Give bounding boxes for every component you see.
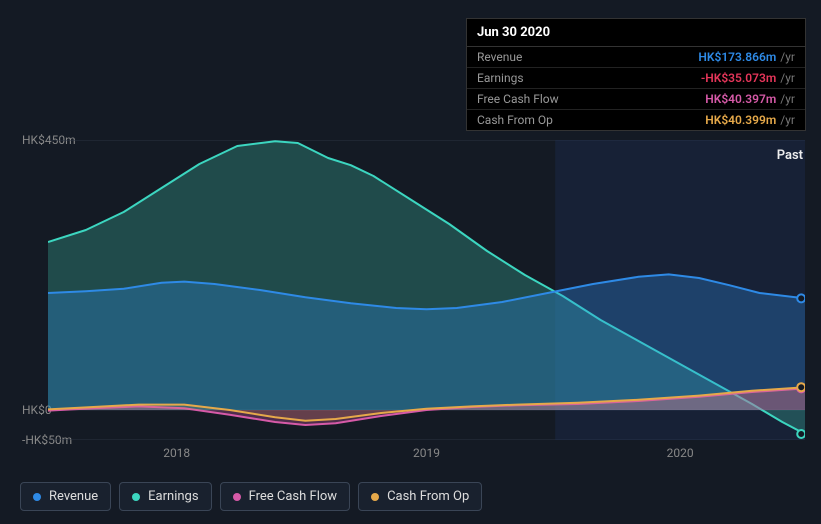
tooltip-label: Revenue xyxy=(477,50,698,64)
legend-item-cash-from-op[interactable]: Cash From Op xyxy=(358,482,482,511)
past-label: Past xyxy=(777,148,803,163)
legend-label: Revenue xyxy=(49,489,98,504)
legend-item-free-cash-flow[interactable]: Free Cash Flow xyxy=(220,482,350,511)
legend-label: Earnings xyxy=(148,489,198,504)
legend-dot-icon xyxy=(371,493,379,501)
data-tooltip: Jun 30 2020 Revenue HK$173.866m /yr Earn… xyxy=(466,18,806,131)
tooltip-unit: /yr xyxy=(780,71,795,85)
tooltip-label: Free Cash Flow xyxy=(477,92,705,106)
tooltip-label: Cash From Op xyxy=(477,113,705,127)
tooltip-unit: /yr xyxy=(780,50,795,64)
chart-plot-area[interactable] xyxy=(48,140,805,440)
tooltip-date: Jun 30 2020 xyxy=(467,19,805,47)
tooltip-label: Earnings xyxy=(477,71,701,85)
legend-item-revenue[interactable]: Revenue xyxy=(20,482,111,511)
chart-legend: Revenue Earnings Free Cash Flow Cash From O… xyxy=(20,482,482,511)
legend-item-earnings[interactable]: Earnings xyxy=(119,482,211,511)
tooltip-row-fcf: Free Cash Flow HK$40.397m /yr xyxy=(467,89,805,110)
x-tick-label: 2020 xyxy=(667,446,694,460)
tooltip-value: -HK$35.073m xyxy=(701,71,776,85)
tooltip-row-revenue: Revenue HK$173.866m /yr xyxy=(467,47,805,68)
tooltip-value: HK$40.397m xyxy=(705,92,776,106)
legend-dot-icon xyxy=(233,493,241,501)
tooltip-row-earnings: Earnings -HK$35.073m /yr xyxy=(467,68,805,89)
chart-container: HK$450mHK$0-HK$50m Past 201820192020 xyxy=(0,120,821,460)
legend-dot-icon xyxy=(33,493,41,501)
legend-dot-icon xyxy=(132,493,140,501)
tooltip-unit: /yr xyxy=(780,92,795,106)
tooltip-value: HK$173.866m xyxy=(698,50,776,64)
legend-label: Free Cash Flow xyxy=(249,489,337,504)
tooltip-row-cfo: Cash From Op HK$40.399m /yr xyxy=(467,110,805,130)
x-tick-label: 2018 xyxy=(163,446,190,460)
tooltip-unit: /yr xyxy=(780,113,795,127)
x-tick-label: 2019 xyxy=(413,446,440,460)
legend-label: Cash From Op xyxy=(387,489,469,504)
tooltip-value: HK$40.399m xyxy=(705,113,776,127)
